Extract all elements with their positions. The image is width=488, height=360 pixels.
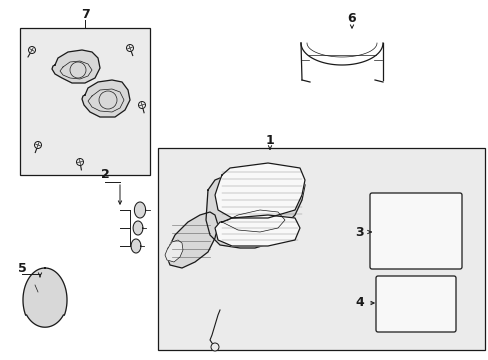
Polygon shape [82,80,130,117]
Circle shape [126,45,133,51]
FancyBboxPatch shape [369,193,461,269]
Circle shape [28,46,36,54]
Polygon shape [131,239,141,253]
Polygon shape [133,221,142,235]
Polygon shape [164,240,183,262]
Polygon shape [205,168,305,248]
Text: 6: 6 [347,12,356,24]
Polygon shape [167,212,218,268]
Circle shape [35,141,41,148]
Text: 2: 2 [101,168,109,181]
Polygon shape [215,215,299,246]
Text: 1: 1 [265,134,274,147]
Text: 3: 3 [355,225,364,238]
Text: 7: 7 [81,9,89,22]
FancyBboxPatch shape [375,276,455,332]
Bar [158,148,484,350]
Text: 4: 4 [355,297,364,310]
Text: 5: 5 [18,261,26,274]
Circle shape [210,343,219,351]
Circle shape [138,102,145,108]
Bar [20,28,150,175]
Circle shape [76,158,83,166]
Polygon shape [215,163,305,218]
Polygon shape [134,202,145,218]
Polygon shape [23,268,67,327]
Polygon shape [52,50,100,83]
